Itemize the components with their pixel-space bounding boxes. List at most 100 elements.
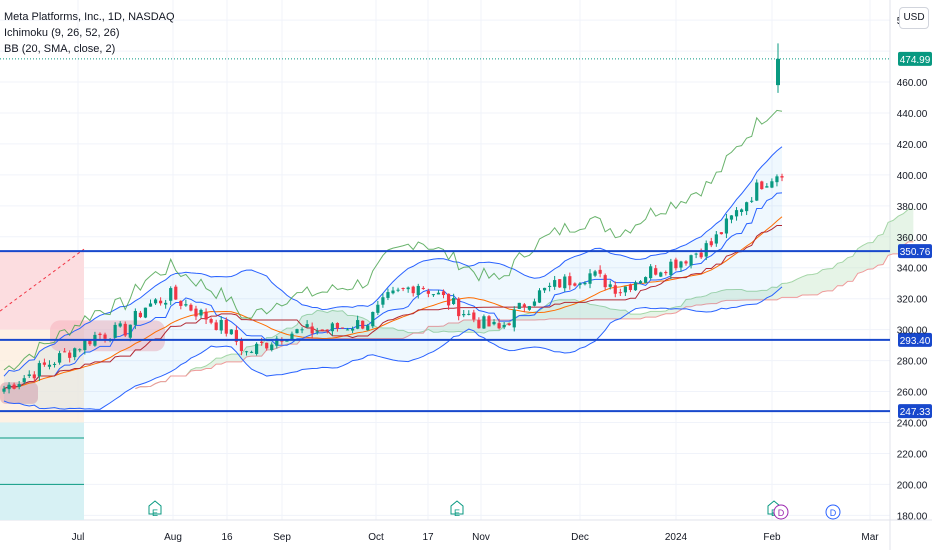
price-line-label: 247.33 [900, 407, 931, 418]
candle-body [750, 200, 754, 202]
candle-body [770, 181, 774, 188]
candle-body [694, 253, 698, 255]
x-tick-label: Nov [472, 532, 490, 543]
bollinger-legend[interactable]: BB (20, SMA, close, 2) [4, 43, 116, 55]
candlestick-series [2, 43, 784, 394]
candle-body [214, 322, 218, 330]
y-tick-label: 340.00 [897, 264, 928, 275]
candle-body [133, 310, 137, 325]
candle-body [386, 292, 390, 298]
candle-body [542, 287, 547, 291]
bb-fill [4, 146, 782, 410]
candle-body [719, 232, 723, 235]
ichimoku-legend[interactable]: Ichimoku (9, 26, 52, 26) [4, 27, 120, 39]
candle-body [537, 290, 542, 303]
earnings-marker [450, 500, 464, 515]
x-tick-label: Jul [72, 532, 85, 543]
candle-body [436, 292, 441, 295]
candle-body [275, 338, 279, 346]
candle-body [421, 287, 425, 289]
candle-body [305, 324, 309, 328]
axis-layer: 350.76 293.40 247.33 474.99 180.00 200.00 220.… [72, 16, 932, 543]
candle-body [98, 333, 102, 335]
candle-body [57, 353, 62, 363]
candle-body [457, 298, 461, 317]
bb-upper [3, 146, 783, 377]
chart-legend: Meta Platforms, Inc., 1D, NASDAQ Ichimok… [4, 9, 175, 57]
y-tick-label: 260.00 [897, 388, 928, 399]
candle-body [522, 304, 526, 308]
candle-body [330, 323, 334, 332]
candle-body [153, 299, 158, 304]
candle-body [426, 290, 430, 294]
horizontal-price-lines [0, 58, 890, 413]
last-candle-body [776, 58, 780, 86]
candle-body [654, 268, 658, 275]
candle-body [608, 284, 612, 287]
x-tick-label: 16 [221, 532, 233, 543]
candle-body [603, 275, 607, 288]
bollinger-bands [3, 146, 783, 410]
chikou-span [3, 109, 783, 371]
candle-body [143, 307, 148, 318]
candle-body [361, 320, 365, 329]
senkou-span-b [135, 241, 914, 390]
candle-body [138, 312, 143, 318]
candle-body [492, 321, 496, 325]
y-tick-label: 440.00 [897, 109, 928, 120]
candle-body [366, 325, 370, 331]
candle-body [78, 349, 82, 351]
candle-body [340, 327, 345, 329]
candle-body [295, 329, 299, 334]
candle-body [37, 363, 41, 377]
candle-body [734, 210, 739, 217]
candle-body [618, 292, 622, 294]
candle-body [396, 289, 400, 291]
candle-body [729, 215, 734, 220]
dividend-marker [825, 504, 841, 520]
candle-body [52, 363, 57, 365]
candle-body [739, 209, 744, 213]
last-price-label: 474.99 [900, 55, 931, 66]
candle-body [325, 329, 329, 331]
candle-body [709, 241, 713, 246]
currency-button[interactable]: USD [899, 7, 929, 29]
candle-body [189, 304, 193, 311]
candle-body [184, 304, 188, 306]
candle-body [113, 324, 117, 338]
candle-body [12, 384, 16, 389]
y-tick-label: 220.00 [897, 449, 928, 460]
candle-body [649, 266, 653, 279]
price-line-label: 350.76 [900, 247, 931, 258]
bb-lower [3, 286, 783, 410]
y-tick-label: 320.00 [897, 295, 928, 306]
profit-zone [0, 422, 84, 520]
kumo-cloud [135, 209, 914, 389]
y-tick-label: 300.00 [897, 326, 928, 337]
candle-body [517, 302, 521, 309]
candle-body [512, 309, 516, 328]
candle-body [381, 297, 385, 305]
candle-body [638, 281, 643, 284]
x-tick-label: 2024 [665, 532, 688, 543]
candle-body [320, 329, 324, 331]
x-tick-label: Oct [368, 532, 384, 543]
candle-body [462, 314, 466, 316]
candle-body [684, 261, 688, 264]
candle-body [224, 319, 228, 334]
candle-body [88, 339, 92, 345]
symbol-title[interactable]: Meta Platforms, Inc., 1D, NASDAQ [4, 11, 175, 23]
bb-basis [3, 216, 783, 390]
candle-body [204, 311, 208, 320]
candle-body [63, 351, 67, 353]
candle-body [477, 320, 481, 329]
candle-body [406, 287, 410, 290]
candle-body [558, 279, 562, 288]
candle-body [441, 291, 446, 296]
tenkan-sen [3, 192, 783, 390]
candle-body [704, 243, 708, 257]
candle-body [724, 218, 729, 234]
candle-body [487, 316, 491, 327]
